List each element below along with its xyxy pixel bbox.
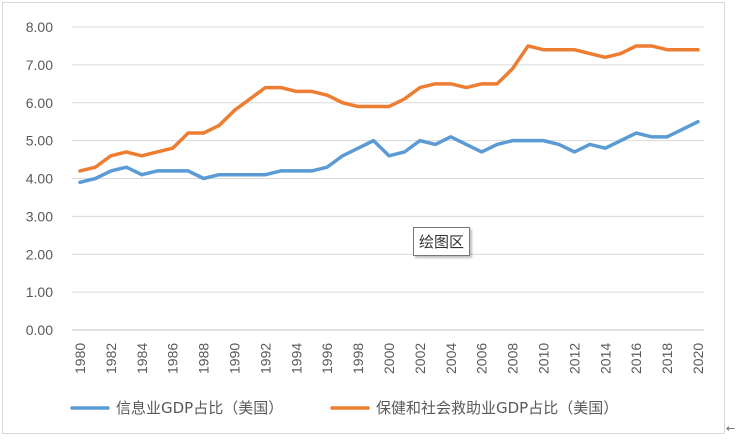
return-arrow-icon: ← [726, 422, 736, 435]
x-tick-label: 1980 [72, 343, 88, 374]
y-tick-label: 7.00 [26, 57, 53, 73]
x-tick-label: 2012 [566, 343, 582, 374]
x-tick-label: 2020 [690, 343, 706, 374]
x-tick-label: 1998 [350, 343, 366, 374]
x-tick-label: 1990 [227, 343, 243, 374]
x-tick-label: 2006 [474, 343, 490, 374]
y-axis-ticks: 0.00 1.00 2.00 3.00 4.00 5.00 6.00 7.00 8.00 [26, 19, 53, 338]
y-tick-label: 6.00 [26, 95, 53, 111]
y-tick-label: 0.00 [26, 322, 53, 338]
x-tick-label: 1994 [288, 343, 304, 374]
x-tick-label: 1992 [257, 343, 273, 374]
x-tick-label: 1986 [165, 343, 181, 374]
x-tick-label: 1988 [196, 343, 212, 374]
y-tick-label: 1.00 [26, 284, 53, 300]
x-tick-label: 2010 [536, 343, 552, 374]
x-tick-label: 2008 [505, 343, 521, 374]
x-axis-ticks: 1980 1982 1984 1986 1988 1990 1992 1994 1996 1998… [72, 343, 706, 374]
y-tick-label: 2.00 [26, 246, 53, 262]
y-tick-label: 5.00 [26, 133, 53, 149]
x-tick-label: 2014 [597, 343, 613, 374]
chart-area[interactable] [2, 2, 725, 434]
gridlines [72, 26, 704, 331]
x-tick-label: 2002 [412, 343, 428, 374]
x-tick-label: 2016 [628, 343, 644, 374]
y-tick-label: 3.00 [26, 208, 53, 224]
plot-area-tooltip: 绘图区 [413, 227, 471, 256]
y-tick-label: 8.00 [26, 19, 53, 35]
x-tick-label: 1984 [134, 343, 150, 374]
x-tick-label: 1996 [319, 343, 335, 374]
y-tick-label: 4.00 [26, 171, 53, 187]
series-line-1 [78, 119, 700, 185]
x-tick-label: 2018 [659, 343, 675, 374]
x-tick-label: 1982 [103, 343, 119, 374]
x-tick-label: 2000 [381, 343, 397, 374]
series-line-2 [78, 44, 700, 173]
x-tick-label: 2004 [443, 343, 459, 374]
series-lines [78, 44, 700, 185]
legend-label-2: 保健和社会救助业GDP占比（美国） [376, 399, 618, 417]
legend: 信息业GDP占比（美国） 保健和社会救助业GDP占比（美国） [70, 399, 618, 417]
legend-label-1: 信息业GDP占比（美国） [116, 399, 283, 417]
